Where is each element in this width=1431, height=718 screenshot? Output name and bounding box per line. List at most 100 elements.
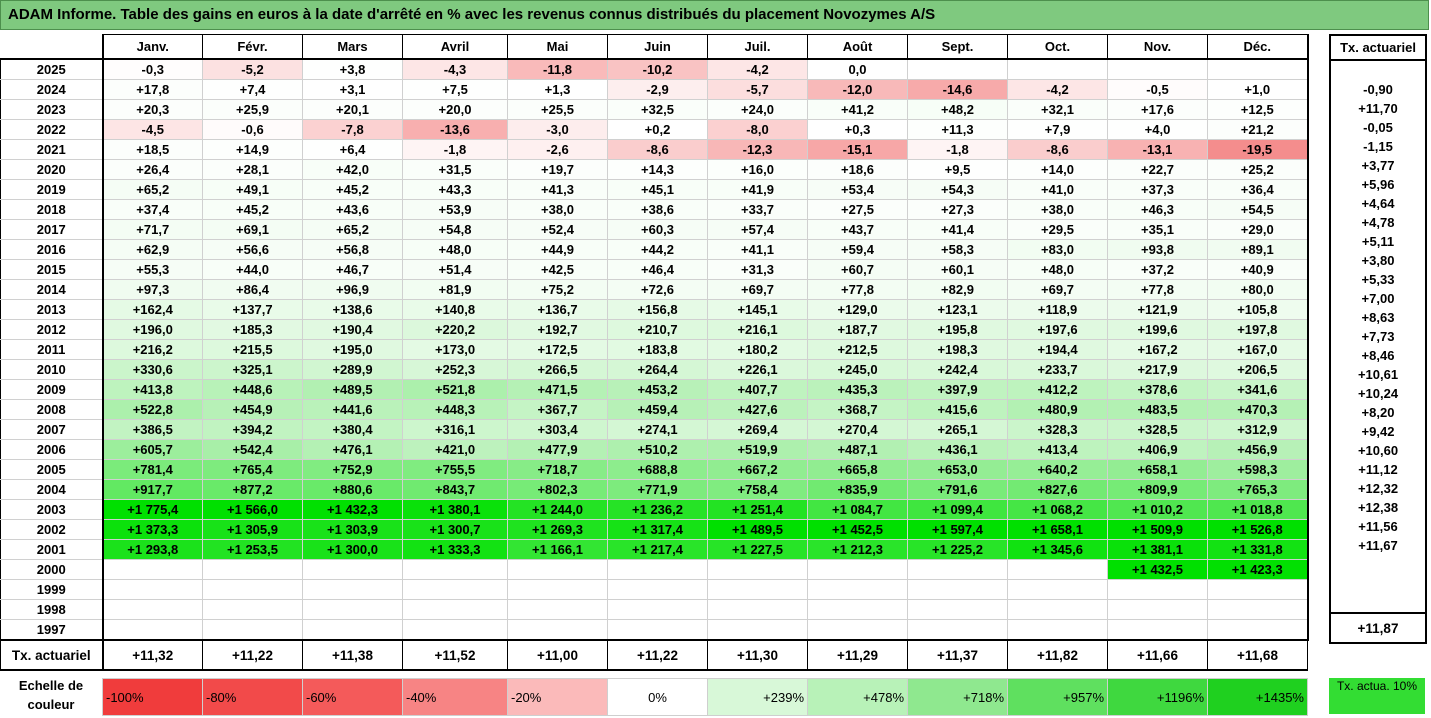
gain-cell [607,619,708,641]
table-row: 1999 [0,579,1309,600]
gain-cell: +453,2 [607,379,708,400]
gain-cell: +521,8 [402,379,508,400]
row-actuarial-rate: +10,61 [1329,365,1427,384]
gain-cell: +1 373,3 [102,519,203,540]
gain-cell: +316,1 [402,419,508,440]
year-label: 2018 [0,199,104,220]
table-row: 2002 +1 373,3 +1 305,9 +1 303,9 +1 300,7 +1 2… [0,519,1309,540]
gain-cell [507,599,608,620]
row-actuarial-rate: +5,11 [1329,232,1427,251]
gain-cell: +877,2 [202,479,303,500]
gain-cell: +487,1 [807,439,908,460]
gain-cell: +210,7 [607,319,708,340]
gain-cell: -0,3 [102,58,203,80]
gain-cell: +407,7 [707,379,808,400]
month-header: Janv. [102,34,203,60]
gain-cell: -1,8 [907,139,1008,160]
gain-cell: +54,5 [1207,199,1309,220]
year-label: 1999 [0,579,104,600]
gain-cell [102,599,203,620]
side-scale-swatch: Tx. actua. 10% [1329,678,1425,714]
gain-cell: +378,6 [1107,379,1208,400]
gain-cell: +341,6 [1207,379,1309,400]
row-actuarial-rate [1329,593,1427,613]
gain-cell: +598,3 [1207,459,1309,480]
gain-cell: +413,4 [1007,439,1108,460]
row-actuarial-rate: +9,42 [1329,422,1427,441]
gain-cell: +270,4 [807,419,908,440]
gain-cell: +217,9 [1107,359,1208,380]
gain-cell: -13,1 [1107,139,1208,160]
gain-cell: +41,4 [907,219,1008,240]
gain-cell: +48,0 [1007,259,1108,280]
gain-cell: +1 084,7 [807,499,908,520]
gain-cell: +665,8 [807,459,908,480]
gain-cell: +41,3 [507,179,608,200]
row-actuarial-rate: +11,67 [1329,536,1427,555]
gain-cell: +880,6 [302,479,403,500]
gain-cell: +245,0 [807,359,908,380]
month-actuarial-rate: +11,30 [707,639,808,671]
row-actuarial-rate: +5,33 [1329,270,1427,289]
table-row: 2021 +18,5 +14,9 +6,4 -1,8 -2,6 -8,6 -12,3 -15,1… [0,139,1309,160]
year-label: 2003 [0,499,104,520]
gain-cell: +31,5 [402,159,508,180]
gain-cell: -12,0 [807,79,908,100]
month-header: Juil. [707,34,808,60]
year-label: 2024 [0,79,104,100]
gain-cell: +809,9 [1107,479,1208,500]
gain-cell: +192,7 [507,319,608,340]
gain-cell: +421,0 [402,439,508,460]
row-actuarial-rate: +10,24 [1329,384,1427,403]
gain-cell [402,559,508,580]
gain-cell: +38,6 [607,199,708,220]
gain-cell [1107,58,1208,80]
gain-cell: +1 432,5 [1107,559,1208,580]
month-header: Sept. [907,34,1008,60]
gain-cell [507,559,608,580]
gain-cell: +4,0 [1107,119,1208,140]
gain-cell: -8,0 [707,119,808,140]
gain-cell: +82,9 [907,279,1008,300]
gain-cell: -0,5 [1107,79,1208,100]
gain-cell: -10,2 [607,58,708,80]
gain-cell: +11,3 [907,119,1008,140]
table-row: 2023 +20,3 +25,9 +20,1 +20,0 +25,5 +32,5 +24,0 +… [0,99,1309,120]
gain-cell [507,579,608,600]
year-label: 2010 [0,359,104,380]
gain-cell [507,619,608,641]
row-actuarial-rate [1329,60,1427,80]
gain-cell: +718,7 [507,459,608,480]
gain-cell: +1 244,0 [507,499,608,520]
gain-cell [1207,599,1309,620]
gain-cell: -2,6 [507,139,608,160]
gain-cell: +57,4 [707,219,808,240]
gain-cell: +1 269,3 [507,519,608,540]
year-label: 2007 [0,419,104,440]
row-actuarial-rate: +11,56 [1329,517,1427,536]
gain-cell: +187,7 [807,319,908,340]
gain-cell: +194,4 [1007,339,1108,360]
year-label: 2009 [0,379,104,400]
year-label: 2000 [0,559,104,580]
month-header: Juin [607,34,708,60]
gain-cell: +328,3 [1007,419,1108,440]
gain-cell: +330,6 [102,359,203,380]
gain-cell: +45,2 [302,179,403,200]
gain-cell: +380,4 [302,419,403,440]
gain-cell [607,559,708,580]
actuarial-rate-table: Tx. actuariel -0,90 +11,70 -0,05 -1,15 +3,77… [1329,34,1427,644]
gain-cell: +14,3 [607,159,708,180]
gain-cell: +522,8 [102,399,203,420]
gain-cell: +605,7 [102,439,203,460]
gain-cell: -0,6 [202,119,303,140]
scale-swatch: -100% [102,678,203,716]
gain-cell [1207,579,1309,600]
gain-cell [1107,579,1208,600]
month-header: Oct. [1007,34,1108,60]
gain-cell: +32,5 [607,99,708,120]
gain-cell: +233,7 [1007,359,1108,380]
gain-cell: +441,6 [302,399,403,420]
gain-cell: +1 300,7 [402,519,508,540]
month-actuarial-rate: +11,38 [302,639,403,671]
